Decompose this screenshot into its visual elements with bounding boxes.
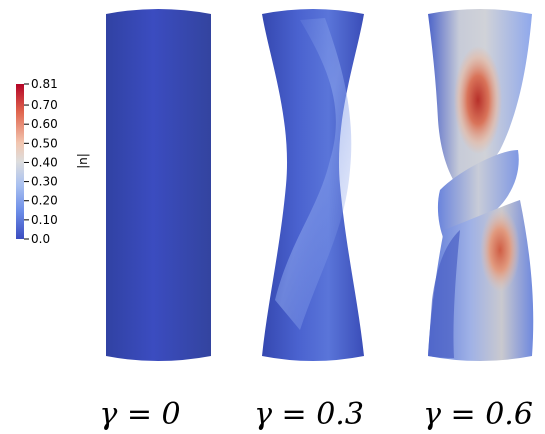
cylinder-gamma-0.6-flank — [428, 230, 460, 358]
cylinder-gamma-0 — [106, 9, 211, 361]
colorbar-tick-label: 0.20 — [31, 194, 58, 208]
colorbar: 0.81 0.70 0.60 0.50 0.40 0.30 0.20 0.10 0.0 |u| — [16, 77, 91, 246]
colorbar-tick-label: 0.0 — [31, 232, 50, 246]
label-gamma-0: γ = 0 — [99, 397, 180, 432]
cylinder-gamma-0.3-body — [262, 9, 364, 361]
label-gamma-0.3: γ = 0.3 — [254, 397, 364, 432]
label-gamma-0.6: γ = 0.6 — [423, 397, 533, 432]
cylinder-gamma-0.6-hotspot-lower — [480, 208, 520, 292]
colorbar-tick-label: 0.70 — [31, 98, 58, 112]
colorbar-tick-label: 0.30 — [31, 175, 58, 189]
colorbar-tick-label: 0.40 — [31, 155, 58, 169]
colorbar-tick-label: 0.50 — [31, 136, 58, 150]
colorbar-ticks: 0.81 0.70 0.60 0.50 0.40 0.30 0.20 0.10 0.0 — [24, 77, 58, 246]
colorbar-tick-label: 0.10 — [31, 213, 58, 227]
colorbar-bar — [16, 84, 24, 239]
cylinder-gamma-0.6-waist — [437, 150, 519, 240]
colorbar-tick-label: 0.81 — [31, 77, 58, 91]
panel-labels: γ = 0 γ = 0.3 γ = 0.6 — [99, 397, 533, 432]
cylinder-gamma-0.6 — [428, 9, 534, 361]
cylinder-gamma-0.3-twist-band — [275, 18, 352, 330]
colorbar-tick-label: 0.60 — [31, 117, 58, 131]
colorbar-title: |u| — [77, 153, 91, 169]
cylinder-gamma-0.3 — [262, 9, 364, 361]
cylinder-gamma-0-body — [106, 9, 211, 361]
cylinder-gamma-0.6-hotspot-upper — [454, 46, 502, 154]
